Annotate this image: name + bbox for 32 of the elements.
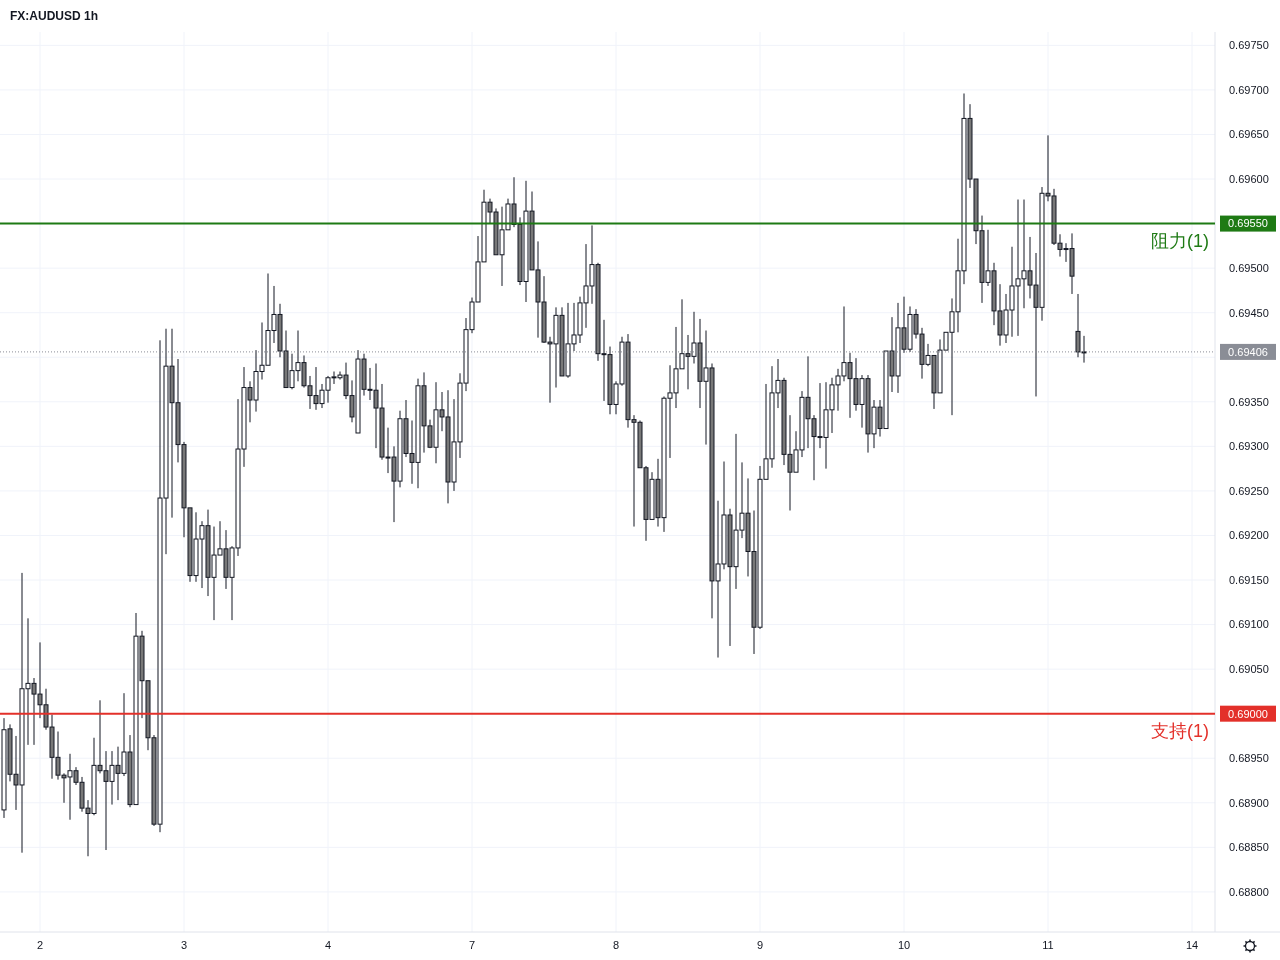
y-tick-label: 0.69050 — [1229, 662, 1269, 675]
y-tick-label: 0.69500 — [1229, 261, 1269, 274]
y-tick-label: 0.69000 — [1228, 707, 1268, 720]
x-tick-label: 3 — [180, 939, 188, 951]
y-tick-label: 0.69600 — [1229, 172, 1269, 185]
chart-title: FX:AUDUSD 1h — [10, 9, 99, 23]
y-tick-label: 0.69650 — [1229, 128, 1269, 141]
x-tick-label: 14 — [1185, 939, 1199, 951]
y-tick-label: 0.68900 — [1229, 796, 1269, 809]
y-tick-label: 0.68850 — [1229, 841, 1269, 854]
y-tick-label: 0.69300 — [1229, 440, 1269, 453]
y-tick-label: 0.69750 — [1229, 39, 1269, 52]
x-tick-label: 9 — [756, 939, 764, 951]
x-tick-label: 4 — [324, 939, 332, 951]
x-tick-label: 8 — [612, 939, 620, 951]
x-tick-label: 7 — [468, 939, 476, 951]
x-tick-label: 2 — [36, 939, 44, 951]
y-tick-label: 0.69700 — [1229, 83, 1269, 96]
y-tick-label: 0.69250 — [1229, 484, 1269, 497]
x-tick-label: 11 — [1042, 939, 1054, 951]
ref-line-label: 0.69406 — [1228, 345, 1268, 358]
ref-line-label: 支持(1) — [1151, 720, 1209, 741]
y-tick-label: 0.69450 — [1229, 306, 1269, 319]
y-tick-label: 0.68950 — [1229, 752, 1269, 765]
ref-line-label: 阻力(1) — [1151, 230, 1209, 251]
y-tick-label: 0.69550 — [1228, 217, 1268, 230]
y-tick-label: 0.69100 — [1229, 618, 1269, 631]
y-tick-label: 0.69350 — [1229, 395, 1269, 408]
x-tick-label: 10 — [897, 939, 911, 951]
y-tick-label: 0.68800 — [1229, 885, 1269, 898]
y-tick-label: 0.69150 — [1229, 573, 1269, 586]
y-tick-label: 0.69200 — [1229, 529, 1269, 542]
